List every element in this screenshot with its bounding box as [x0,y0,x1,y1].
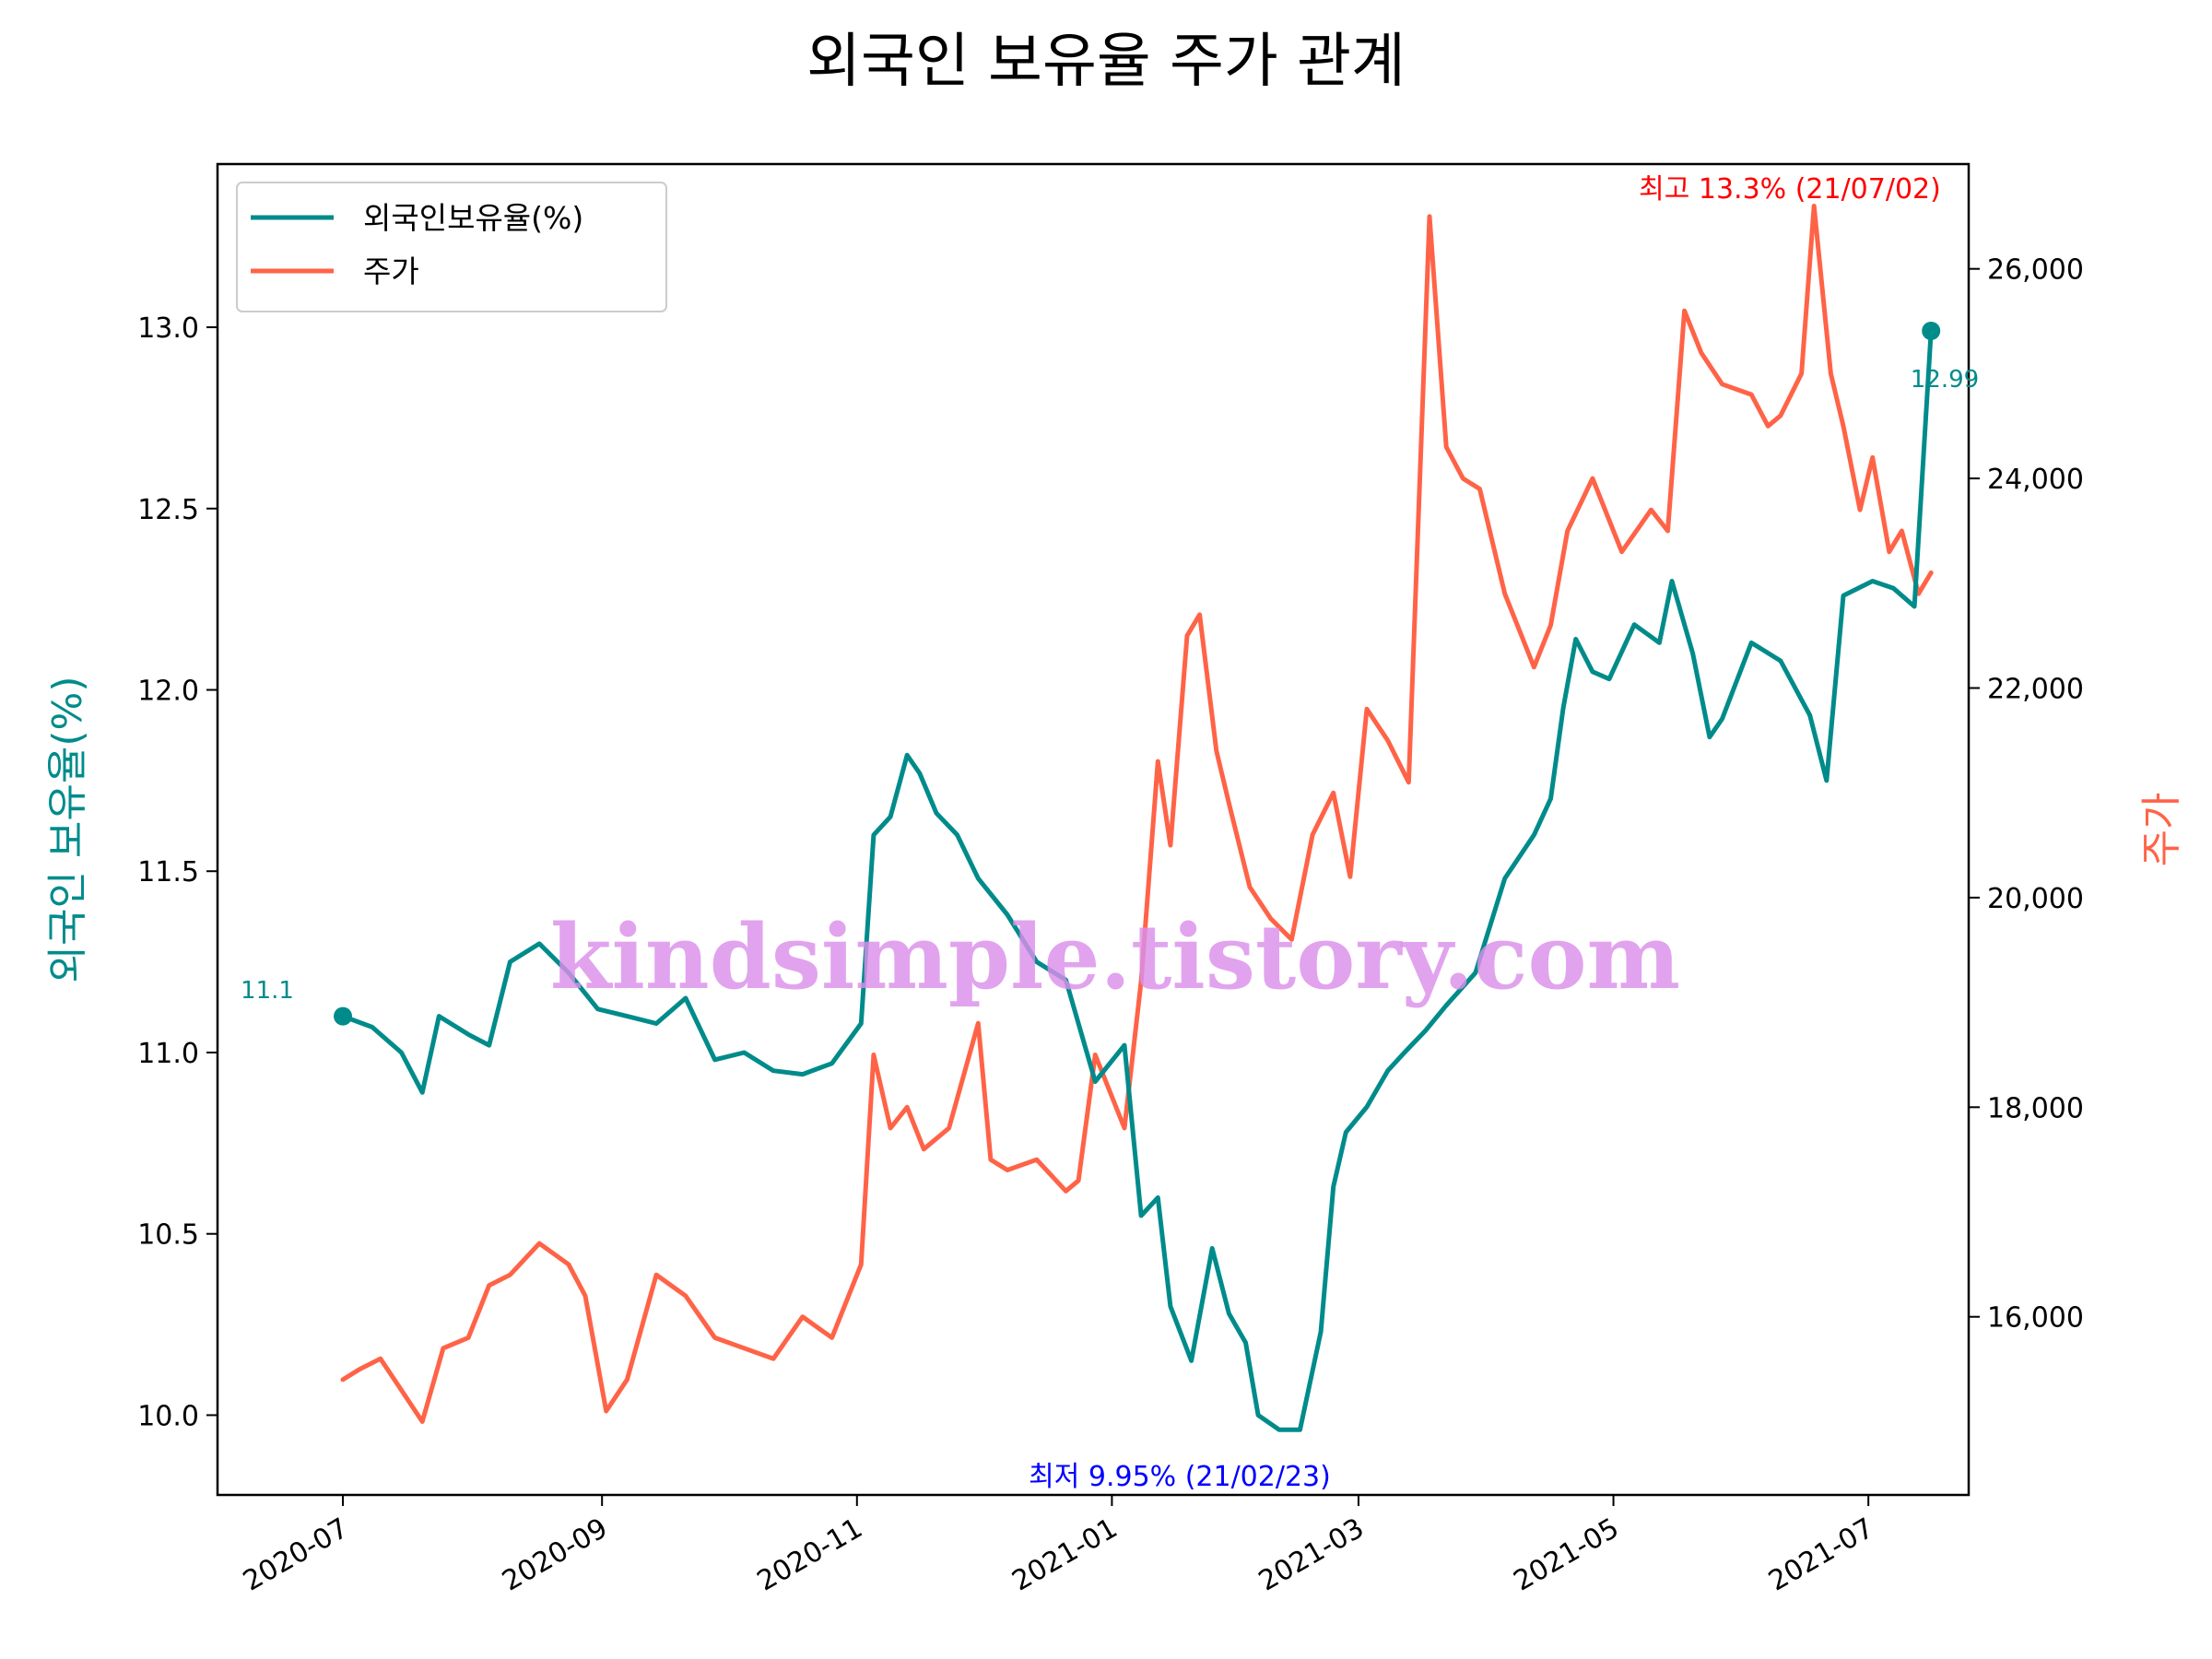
legend-label-foreign: 외국인보유율(%) [363,200,583,236]
y-left-tick-label: 10.5 [137,1219,199,1252]
start-value-annotation: 11.1 [241,977,294,1005]
y-right-tick-label: 22,000 [1987,674,2084,706]
y-left-tick-label: 12.0 [137,676,199,708]
y-right-tick-label: 16,000 [1987,1302,2084,1335]
end-point-marker [1922,321,1941,340]
y-left-tick-label: 11.0 [137,1038,199,1070]
y-left-tick-label: 10.0 [137,1400,199,1432]
y-right-tick-label: 26,000 [1987,254,2084,287]
y-right-tick-label: 20,000 [1987,883,2084,915]
legend-label-price: 주가 [363,253,419,289]
y-left-tick-label: 11.5 [137,856,199,888]
y-axis-right: 16,000 18,000 20,000 22,000 24,000 26,000 [1969,254,2084,1335]
chart-title: 외국인 보유율 주가 관계 [806,28,1406,96]
end-value-annotation: 12.99 [1911,366,1979,394]
series-line-price [340,204,1934,1424]
y-right-tick-label: 24,000 [1987,464,2084,496]
y-axis-left-label: 외국인 보유율(%) [44,676,91,982]
series-layer [334,204,1941,1432]
y-left-tick-label: 13.0 [137,312,199,345]
y-axis-right-label: 주가 [2138,793,2185,867]
y-right-tick-label: 18,000 [1987,1092,2084,1124]
start-point-marker [334,1006,353,1026]
min-annotation: 최저 9.95% (21/02/23) [1029,1461,1331,1493]
y-axis-left: 10.0 10.5 11.0 11.5 12.0 12.5 13.0 [137,312,218,1432]
max-annotation: 최고 13.3% (21/07/02) [1639,173,1941,206]
legend: 외국인보유율(%) 주가 [236,182,667,312]
plot-frame [216,162,1971,1497]
y-left-tick-label: 12.5 [137,494,199,526]
legend-box [236,182,667,312]
series-line-foreign-ratio [340,328,1934,1432]
watermark-text: kindsimple.tistory.com [550,905,1680,1009]
